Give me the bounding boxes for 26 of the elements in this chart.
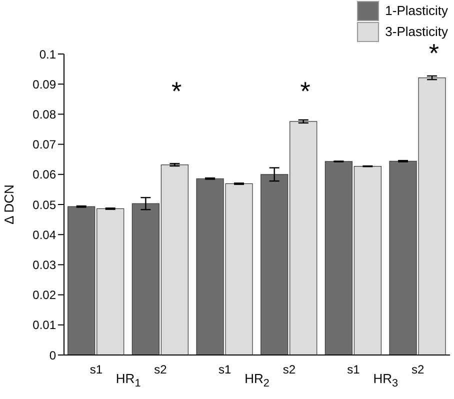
y-tick-label: 0.07 <box>32 138 56 152</box>
y-tick-label: 0.03 <box>32 258 56 272</box>
text: HR$_{1}$ <box>116 371 141 390</box>
annotation: * <box>299 76 312 107</box>
text: HR$_{2}$ <box>244 371 270 390</box>
x-tick-label: s2 <box>154 362 168 377</box>
x-tick-label: s1 <box>90 362 103 377</box>
x-tick-label: s1 <box>218 362 232 377</box>
y-tick-label: 0.02 <box>32 288 56 302</box>
y-axis-title: Δ DCN <box>2 184 17 224</box>
x-tick-label: s2 <box>411 362 424 377</box>
text: HR$_{3}$ <box>373 371 398 390</box>
legend-label: 3-Plasticity <box>385 24 448 39</box>
annotation: * <box>170 76 183 107</box>
y-tick-label: 0.01 <box>32 318 56 332</box>
y-tick-label: 0.09 <box>32 77 56 92</box>
y-tick-label: 0.04 <box>32 228 56 242</box>
y-tick-label: 0.06 <box>32 168 56 182</box>
y-tick-label: 0 <box>49 348 56 362</box>
legend-label: 1-Plasticity <box>385 3 448 18</box>
y-tick-label: 0.1 <box>39 47 56 62</box>
annotation: * <box>428 38 439 69</box>
x-tick-label: s1 <box>347 362 360 377</box>
x-tick-label: s2 <box>282 362 296 377</box>
y-tick-label: 0.05 <box>32 198 56 212</box>
y-tick-label: 0.08 <box>32 107 56 122</box>
